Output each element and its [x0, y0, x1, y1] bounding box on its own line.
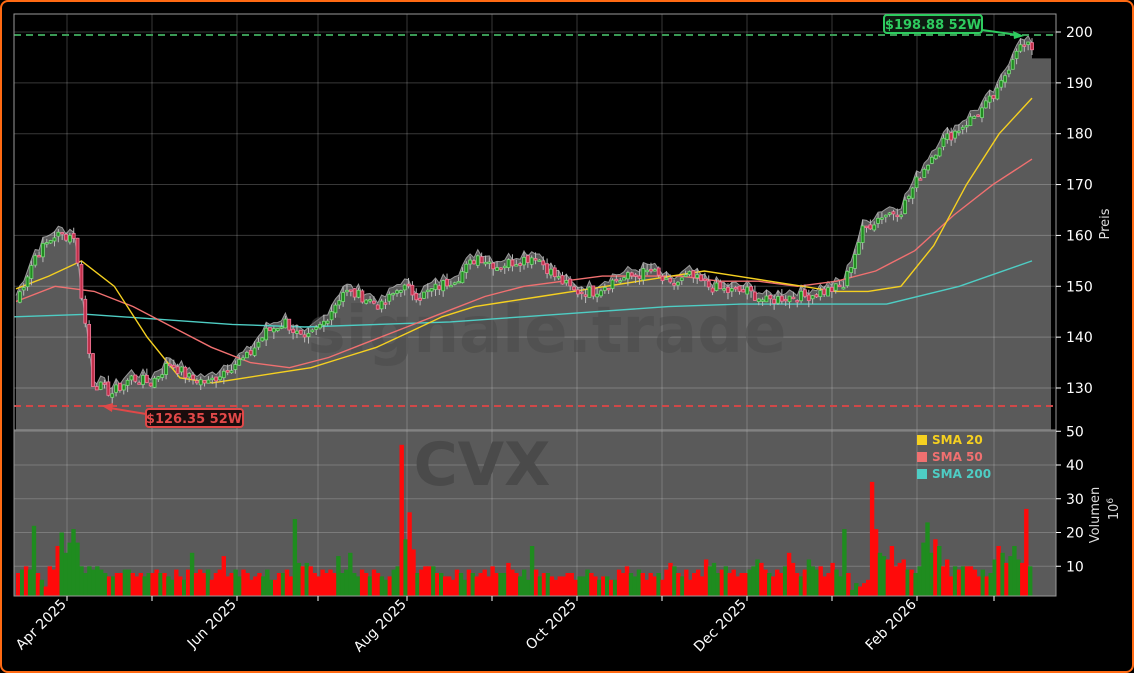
svg-text:190: 190	[1066, 76, 1093, 92]
legend-swatch-sma20	[917, 435, 927, 445]
svg-text:180: 180	[1066, 127, 1093, 143]
volume-bars	[16, 444, 1033, 597]
arrow-icon	[1013, 31, 1024, 39]
svg-text:160: 160	[1066, 228, 1093, 244]
svg-text:Oct 2025: Oct 2025	[523, 597, 580, 654]
svg-text:170: 170	[1066, 178, 1093, 194]
sma-legend: SMA 20 SMA 50 SMA 200	[917, 433, 991, 481]
price-axis-label: Preis	[1098, 208, 1113, 239]
svg-text:50: 50	[1066, 424, 1084, 440]
svg-text:130: 130	[1066, 381, 1093, 397]
svg-text:20: 20	[1066, 526, 1084, 542]
price-grid	[14, 14, 1056, 430]
watermark-site: signale.trade	[308, 294, 787, 368]
svg-text:150: 150	[1066, 279, 1093, 295]
volume-axis-label: Volumen	[1088, 487, 1103, 544]
legend-label-sma200: SMA 200	[932, 467, 991, 481]
svg-text:Aug 2025: Aug 2025	[351, 597, 410, 656]
volume-axis: 50 40 30 20 10	[1056, 424, 1084, 575]
legend-label-sma20: SMA 20	[932, 433, 983, 447]
svg-text:Feb 2026: Feb 2026	[863, 596, 920, 653]
svg-text:140: 140	[1066, 330, 1093, 346]
svg-text:Jun 2025: Jun 2025	[184, 597, 240, 653]
price-axis: 200 190 180 170 160 150 140 130	[1056, 25, 1093, 397]
svg-text:Dec 2025: Dec 2025	[691, 597, 750, 656]
arrow-icon	[102, 403, 113, 412]
legend-swatch-sma200	[917, 469, 927, 479]
watermark-ticker: CVX	[414, 430, 551, 500]
legend-swatch-sma50	[917, 452, 927, 462]
volume-axis-unit: 106	[1106, 498, 1122, 521]
svg-text:$126.35 52W: $126.35 52W	[146, 412, 242, 427]
svg-text:Apr 2025: Apr 2025	[13, 597, 70, 654]
annotation-52w-high: $198.88 52W	[883, 14, 1024, 39]
svg-text:200: 200	[1066, 25, 1093, 41]
candlesticks	[17, 38, 1034, 405]
date-axis: Apr 2025 Jun 2025 Aug 2025 Oct 2025 Dec 2025…	[13, 596, 995, 656]
annotation-52w-low: $126.35 52W	[102, 403, 244, 428]
legend-label-sma50: SMA 50	[932, 450, 983, 464]
svg-text:30: 30	[1066, 492, 1084, 508]
svg-text:$198.88 52W: $198.88 52W	[885, 18, 981, 33]
volume-panel-border	[13, 429, 1057, 597]
svg-text:40: 40	[1066, 458, 1084, 474]
svg-text:10: 10	[1066, 559, 1084, 575]
